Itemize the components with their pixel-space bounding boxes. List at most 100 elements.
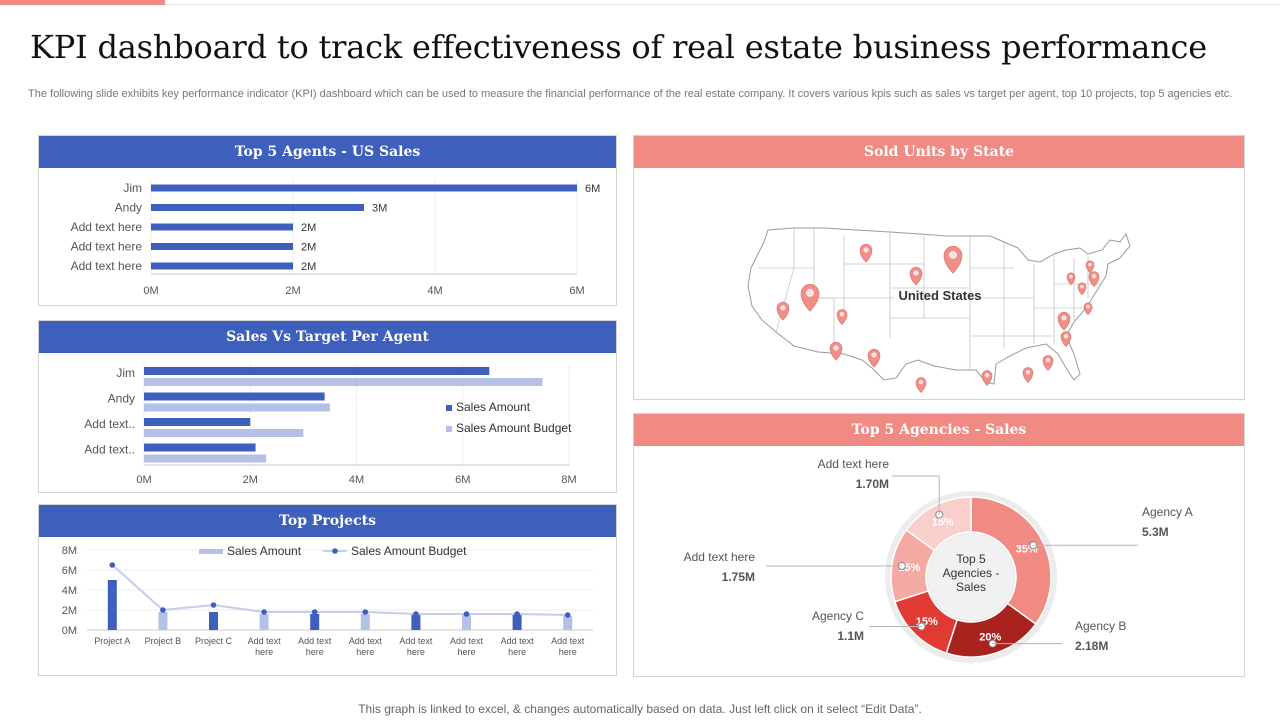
sales-vs-target-chart: 0M 2M 4M 6M 8M Jim Andy Add text.. Add text.. Sal… bbox=[84, 363, 577, 486]
bar bbox=[151, 184, 577, 192]
x-tick-label: 0M bbox=[143, 285, 158, 297]
budget-point bbox=[413, 611, 419, 617]
map-pin-dot bbox=[1080, 284, 1084, 289]
bar bbox=[151, 243, 293, 250]
map-pin-icon bbox=[943, 246, 963, 274]
legend-swatch bbox=[199, 549, 223, 554]
category-label: Add text here bbox=[349, 636, 383, 657]
project-bar bbox=[411, 615, 421, 630]
us-map-outline bbox=[747, 227, 1131, 385]
bar-sales-budget bbox=[144, 454, 267, 463]
bar bbox=[151, 223, 293, 231]
map-pin-icon bbox=[1085, 260, 1095, 274]
map-markers bbox=[776, 243, 1100, 393]
map-pin-dot bbox=[918, 380, 924, 385]
top-projects-header: Top Projects bbox=[39, 505, 616, 537]
top-accent-bar bbox=[0, 0, 165, 5]
project-bar bbox=[310, 614, 320, 630]
callout-name: Agency A bbox=[1142, 505, 1193, 519]
map-pin-icon bbox=[981, 370, 993, 386]
bar bbox=[151, 204, 364, 211]
category-label: Andy bbox=[108, 392, 135, 406]
map-pin-dot bbox=[1086, 304, 1090, 309]
donut-center bbox=[928, 534, 1014, 620]
project-bar bbox=[563, 616, 573, 630]
map-pin-dot bbox=[805, 288, 815, 297]
map-pin-dot bbox=[984, 373, 990, 378]
category-label: Add text here bbox=[71, 220, 143, 234]
y-tick-label: 4M bbox=[62, 585, 77, 597]
top-agents-chart: 0M 2M 4M 6M Jim 6M Andy 3M Add text here 2M Add te… bbox=[71, 180, 600, 297]
bar-sales-budget bbox=[144, 378, 543, 386]
bar-sales-amount bbox=[144, 367, 490, 375]
project-bar bbox=[360, 614, 370, 630]
y-tick-label: 8M bbox=[62, 545, 77, 557]
project-bar bbox=[107, 580, 117, 630]
map-pin-icon bbox=[1066, 272, 1076, 286]
map-pin-icon bbox=[1077, 282, 1087, 296]
data-label: 2M bbox=[301, 242, 316, 254]
legend-label: Sales Amount bbox=[456, 400, 531, 414]
top-projects-chart: 0M 2M 4M 6M 8M Project A Project B Project C Add… bbox=[62, 544, 593, 657]
project-bar bbox=[462, 615, 471, 630]
bar-sales-amount bbox=[144, 418, 251, 426]
map-pin-dot bbox=[833, 345, 839, 351]
top-agents-panel: Top 5 Agents - US Sales 0M 2M 4M 6M Jim 6M And… bbox=[38, 135, 617, 306]
y-tick-label: 6M bbox=[62, 565, 77, 577]
legend-swatch bbox=[446, 426, 452, 432]
callout-name: Add text here bbox=[818, 457, 890, 471]
data-label: 6M bbox=[585, 183, 600, 195]
sold-units-panel: Sold Units by State United Stat bbox=[633, 135, 1245, 400]
bar-sales-amount bbox=[144, 392, 325, 401]
category-label: Add text.. bbox=[84, 443, 135, 457]
top-projects-panel: Top Projects 0M 2M 4M 6M 8M Project A Project … bbox=[38, 504, 617, 676]
y-tick-label: 2M bbox=[62, 605, 77, 617]
footnote: This graph is linked to excel, & changes… bbox=[358, 702, 922, 716]
category-label: Project B bbox=[145, 636, 182, 646]
map-pin-dot bbox=[780, 305, 786, 311]
top-agencies-chart: 35%20%15%15%15%Top 5 Agencies -SalesAgenc… bbox=[684, 457, 1193, 663]
y-tick-label: 0M bbox=[62, 625, 77, 637]
map-pin-icon bbox=[800, 284, 820, 312]
map-pin-icon bbox=[909, 266, 923, 286]
map-pin-dot bbox=[1061, 315, 1067, 321]
percent-label: 20% bbox=[979, 631, 1001, 643]
map-pin-dot bbox=[863, 247, 869, 253]
callout-value: 1.70M bbox=[856, 477, 889, 491]
map-pin-dot bbox=[1025, 370, 1031, 375]
category-label: Add text here bbox=[298, 636, 332, 657]
callout-line bbox=[892, 475, 940, 515]
top-agencies-header: Top 5 Agencies - Sales bbox=[634, 414, 1244, 446]
map-pin-icon bbox=[1042, 355, 1054, 371]
data-label: 3M bbox=[372, 203, 387, 215]
category-label: Project A bbox=[94, 636, 130, 646]
donut-center-label: Top 5 Agencies -Sales bbox=[943, 552, 1000, 594]
map-pin-icon bbox=[1057, 311, 1071, 331]
budget-point bbox=[514, 611, 520, 617]
budget-point bbox=[311, 609, 318, 615]
donut-slice bbox=[905, 496, 972, 552]
category-label: Add text here bbox=[71, 259, 143, 273]
legend-label: Sales Amount bbox=[227, 544, 302, 558]
map-pin-icon bbox=[829, 341, 843, 361]
callout-name: Add text here bbox=[684, 550, 756, 564]
callout-value: 1.1M bbox=[837, 629, 864, 643]
map-pin-dot bbox=[1045, 358, 1051, 363]
category-label: Add text here bbox=[450, 636, 484, 657]
x-tick-label: 6M bbox=[569, 285, 584, 297]
bar-sales-budget bbox=[144, 429, 304, 437]
x-tick-label: 4M bbox=[427, 285, 442, 297]
callout-value: 5.3M bbox=[1142, 525, 1169, 539]
top-agents-header: Top 5 Agents - US Sales bbox=[39, 136, 616, 168]
map-pin-icon bbox=[1060, 331, 1072, 347]
category-label: Add text here bbox=[248, 636, 282, 657]
bar-sales-budget bbox=[144, 403, 330, 412]
map-pin-dot bbox=[1069, 274, 1073, 279]
category-label: Add text here bbox=[501, 636, 535, 657]
top-divider bbox=[165, 4, 1280, 5]
project-bar bbox=[512, 615, 522, 630]
bar-sales-amount bbox=[144, 443, 256, 452]
callout-name: Agency B bbox=[1075, 619, 1126, 633]
project-bar bbox=[209, 612, 218, 630]
category-label: Add text here bbox=[551, 636, 585, 657]
